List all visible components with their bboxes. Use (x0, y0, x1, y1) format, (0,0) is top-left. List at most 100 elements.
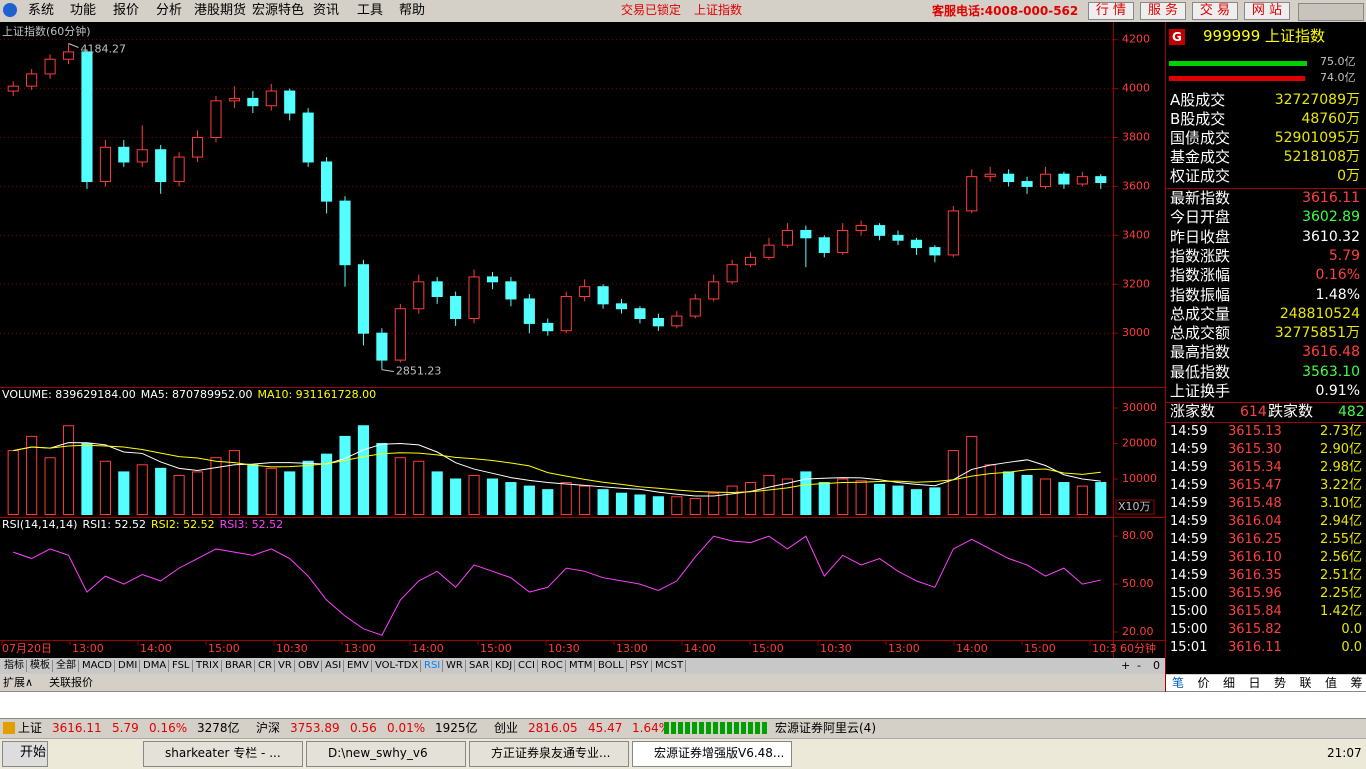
indicator-tab[interactable]: TRIX (194, 660, 222, 672)
menu-item[interactable]: 资讯 (313, 3, 340, 18)
x-tick-label: 10:30 (276, 642, 308, 655)
panel-tab[interactable]: 日 (1248, 676, 1261, 690)
x-tick-label: 14:00 (956, 642, 988, 655)
indicator-tab[interactable]: VR (276, 660, 295, 672)
indicator-tab[interactable]: PSY (628, 660, 652, 672)
field-label: 涨家数 (1170, 402, 1216, 420)
indicator-tab[interactable]: MCST (653, 660, 687, 672)
task-title[interactable]: 方正证券泉友通专业... (491, 746, 611, 760)
y-tick-label: 20.00 (1122, 625, 1154, 638)
panel-tab[interactable]: 值 (1325, 676, 1338, 690)
candle-body (910, 239, 923, 249)
start-label[interactable]: 开始 (20, 745, 47, 760)
candle-body (44, 58, 56, 75)
hotline: 客服电话:4008-000-562 (932, 4, 1079, 18)
indicator-tab[interactable]: 模板 (28, 660, 53, 672)
indicator-tab[interactable]: KDJ (493, 660, 516, 672)
candle-body (431, 281, 443, 297)
indicator-tab[interactable]: BOLL (596, 660, 627, 672)
menu-button[interactable]: 网 站 (1244, 2, 1290, 20)
indicator-tab[interactable]: CR (256, 660, 275, 672)
menu-item[interactable]: 帮助 (399, 3, 426, 18)
candle-body (62, 51, 75, 60)
app-icon[interactable] (3, 3, 17, 17)
task-button[interactable] (143, 741, 303, 767)
menu-button[interactable]: 服 务 (1140, 2, 1186, 20)
indicator-tab[interactable]: MACD (80, 660, 115, 672)
volume-bar (652, 496, 664, 516)
sub-tab[interactable]: 扩展∧ (3, 676, 34, 689)
indicator-tab[interactable]: MTM (567, 660, 596, 672)
panel-tab[interactable]: 价 (1197, 676, 1210, 690)
indicator-tab[interactable]: 指标 (2, 660, 27, 672)
status-item: 沪深 (256, 721, 281, 735)
panel-tab[interactable]: 联 (1299, 676, 1312, 690)
tick-time: 15:00 (1170, 622, 1208, 637)
indicator-tab[interactable]: RSI (422, 660, 444, 672)
menu-item[interactable]: 工具 (357, 3, 384, 18)
y-tick-label: 3600 (1122, 179, 1150, 192)
task-title[interactable]: 宏源证券增强版V6.48... (654, 746, 785, 760)
task-title[interactable]: sharkeater 专栏 - ... (165, 746, 281, 760)
panel-tab[interactable]: 筹 (1350, 676, 1363, 690)
indicator-tab[interactable]: DMI (116, 660, 141, 672)
tick-time: 14:59 (1170, 424, 1208, 439)
tab-control[interactable]: - (1137, 659, 1141, 672)
menu-item[interactable]: 系统 (28, 3, 55, 18)
candle-body (634, 308, 646, 320)
menu-item[interactable]: 宏源特色 (252, 3, 305, 18)
field-value: 32775851万 (1274, 325, 1360, 342)
task-button[interactable] (632, 741, 792, 767)
menu-item[interactable]: 功能 (70, 3, 97, 18)
volume-bar (744, 482, 757, 516)
panel-tab[interactable]: 笔 (1172, 676, 1185, 690)
indicator-tab[interactable]: EMV (345, 660, 372, 672)
volume-bar (837, 478, 849, 516)
menu-item[interactable]: 报价 (113, 3, 140, 18)
menu-item[interactable]: 分析 (156, 3, 183, 18)
candle-body (118, 146, 130, 163)
server-name: 宏源证券阿里云(4) (775, 721, 876, 735)
menu-button[interactable]: 行 情 (1088, 2, 1134, 20)
volume-bar (468, 474, 480, 516)
candle-body (99, 146, 111, 183)
field-label: 昨日收盘 (1170, 227, 1231, 246)
indicator-tab[interactable]: CCI (516, 660, 538, 672)
indicator-tab[interactable]: WR (444, 660, 466, 672)
sub-tab[interactable]: 关联报价 (49, 676, 93, 689)
panel-tab[interactable]: 势 (1274, 676, 1287, 690)
bar-value: 75.0亿 (1320, 55, 1356, 68)
indicator-tab[interactable]: OBV (296, 660, 323, 672)
tab-control[interactable]: + (1121, 659, 1131, 672)
candle-body (155, 149, 167, 183)
volume-bar (7, 450, 19, 516)
task-button[interactable] (469, 741, 629, 767)
task-title[interactable]: D:\new_swhy_v6 (328, 746, 428, 760)
tab-control[interactable]: 0 (1153, 659, 1160, 672)
indicator-tab[interactable]: FSL (170, 660, 193, 672)
x-tick-label: 10:3 (1092, 642, 1117, 655)
rsi-legend: RSI2: 52.52 (151, 518, 215, 531)
indicator-tab[interactable]: 全部 (54, 660, 79, 672)
start-button[interactable] (2, 741, 48, 767)
indicator-tab[interactable]: DMA (141, 660, 170, 672)
indicator-tab[interactable]: BRAR (223, 660, 256, 672)
panel-tab-bar (1166, 675, 1366, 691)
field-label: 总成交额 (1170, 324, 1231, 343)
indicator-tab[interactable]: SAR (467, 660, 493, 672)
candle-body (984, 173, 996, 178)
indicator-tab[interactable]: VOL-TDX (373, 660, 422, 672)
menu-item[interactable]: 港股期货 (194, 3, 247, 18)
task-button[interactable] (306, 741, 466, 767)
field-value: 5218108万 (1283, 149, 1360, 165)
candle-body (966, 176, 978, 212)
menu-button[interactable]: 交 易 (1192, 2, 1238, 20)
panel-tab[interactable]: 细 (1223, 676, 1236, 690)
window-controls[interactable] (1298, 3, 1364, 21)
volume-bar (708, 492, 720, 516)
status-item: 3753.89 (290, 721, 340, 735)
candle-body (284, 90, 296, 114)
indicator-tab[interactable]: ROC (539, 660, 566, 672)
indicator-tab[interactable]: ASI (323, 660, 345, 672)
y-tick-label: 3000 (1122, 326, 1150, 339)
